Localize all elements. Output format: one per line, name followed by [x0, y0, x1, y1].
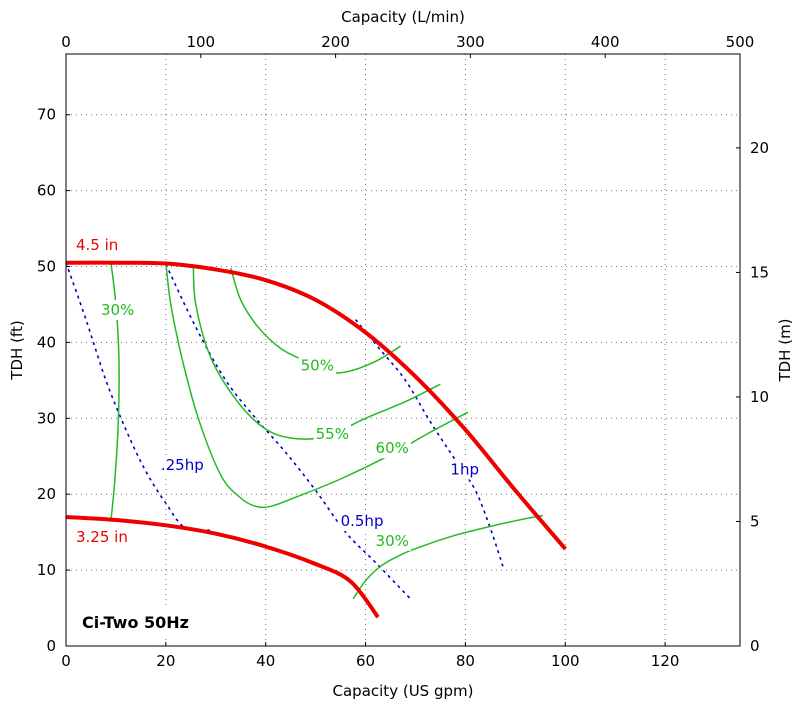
efficiency-label-50: 50% [301, 356, 334, 374]
y-tick-label: 30 [37, 409, 56, 427]
x-tick-label: 20 [156, 652, 175, 670]
efficiency-label-30: 30% [101, 301, 134, 319]
x2-axis-title: Capacity (L/min) [341, 8, 465, 26]
efficiency-label-background [98, 300, 137, 321]
x-tick-label: 40 [256, 652, 275, 670]
efficiency-curve-30 [352, 514, 543, 600]
x2-tick-label: 100 [186, 33, 215, 51]
x-tick-label: 0 [61, 652, 71, 670]
curve-labels: 4.5 in 3.25 in 30% 50% 55% 60% 30% .25hp 0.5hp 1h… [76, 236, 482, 551]
efficiency-label-55: 55% [316, 425, 349, 443]
x-axis-title: Capacity (US gpm) [333, 682, 474, 700]
plot-frame [65, 53, 741, 647]
y-tick-label: 60 [37, 182, 56, 200]
efficiency-label-background [373, 438, 411, 459]
power-label-background [158, 454, 206, 475]
efficiency-label-background [313, 423, 351, 444]
impeller-curve-4-5-in [65, 260, 567, 551]
efficiency-label-30: 30% [376, 532, 409, 550]
y2-tick-label: 10 [750, 388, 769, 406]
impeller-label-4-5-in: 4.5 in [76, 236, 118, 254]
efficiency-label-background [298, 355, 336, 376]
x2-tick-label: 400 [591, 33, 620, 51]
power-label-background [338, 511, 386, 532]
y-tick-label: 70 [37, 106, 56, 124]
power-label-background [448, 459, 482, 480]
x-tick-label: 120 [651, 652, 680, 670]
x-tick-label: 60 [356, 652, 375, 670]
y-tick-label: 50 [37, 258, 56, 276]
y-tick-label: 20 [37, 485, 56, 503]
y2-tick-label: 15 [750, 263, 769, 281]
y2-tick-label: 0 [750, 637, 760, 655]
y-tick-label: 10 [37, 561, 56, 579]
grid-lines [66, 54, 740, 646]
x2-tick-label: 200 [321, 33, 350, 51]
y2-tick-label: 5 [750, 512, 760, 530]
power-curve-1hp [354, 319, 504, 567]
x2-tick-label: 0 [61, 33, 71, 51]
x-tick-label: 100 [551, 652, 580, 670]
y2-axis-title: TDH (m) [776, 318, 794, 382]
y2-tick-label: 20 [750, 139, 769, 157]
impeller-curve-3-25-in [65, 515, 380, 619]
efficiency-label-background [373, 530, 411, 551]
power-label-0-5hp: 0.5hp [341, 512, 384, 530]
efficiency-curve-55 [192, 264, 441, 440]
x2-tick-label: 500 [726, 33, 755, 51]
y-tick-label: 0 [46, 637, 56, 655]
y-tick-label: 40 [37, 333, 56, 351]
power-curve-25hp [65, 262, 214, 532]
chart-title: Ci-Two 50Hz [82, 613, 189, 632]
efficiency-label-60: 60% [376, 439, 409, 457]
y-axis-title: TDH (ft) [8, 320, 26, 380]
x-tick-label: 80 [456, 652, 475, 670]
power-label-1hp: 1hp [450, 460, 479, 478]
curves [65, 260, 567, 619]
chart-title-background [76, 608, 212, 636]
power-label-25hp: .25hp [161, 456, 204, 474]
power-curve-0-5hp [165, 263, 412, 600]
impeller-label-3-25-in: 3.25 in [76, 528, 128, 546]
x2-tick-label: 300 [456, 33, 485, 51]
